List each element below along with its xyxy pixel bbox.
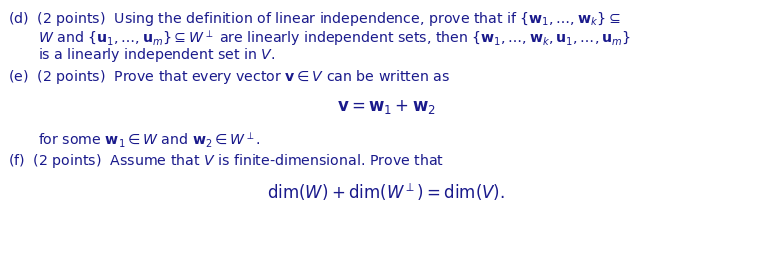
Text: for some $\mathbf{w}_1 \in W$ and $\mathbf{w}_2 \in W^\perp$.: for some $\mathbf{w}_1 \in W$ and $\math… xyxy=(38,130,261,149)
Text: (f)  (2 points)  Assume that $V$ is finite-dimensional. Prove that: (f) (2 points) Assume that $V$ is finite… xyxy=(8,152,444,170)
Text: $W$ and $\{\mathbf{u}_1, \ldots, \mathbf{u}_m\} \subseteq W^\perp$ are linearly : $W$ and $\{\mathbf{u}_1, \ldots, \mathbf… xyxy=(38,28,631,48)
Text: $\mathbf{v} = \mathbf{w}_1 + \mathbf{w}_2$: $\mathbf{v} = \mathbf{w}_1 + \mathbf{w}_… xyxy=(337,98,435,116)
Text: is a linearly independent set in $V$.: is a linearly independent set in $V$. xyxy=(38,46,276,64)
Text: $\dim(W) + \dim(W^\perp) = \dim(V).$: $\dim(W) + \dim(W^\perp) = \dim(V).$ xyxy=(267,182,505,203)
Text: (d)  (2 points)  Using the definition of linear independence, prove that if $\{\: (d) (2 points) Using the definition of l… xyxy=(8,10,621,28)
Text: (e)  (2 points)  Prove that every vector $\mathbf{v} \in V$ can be written as: (e) (2 points) Prove that every vector $… xyxy=(8,68,450,86)
